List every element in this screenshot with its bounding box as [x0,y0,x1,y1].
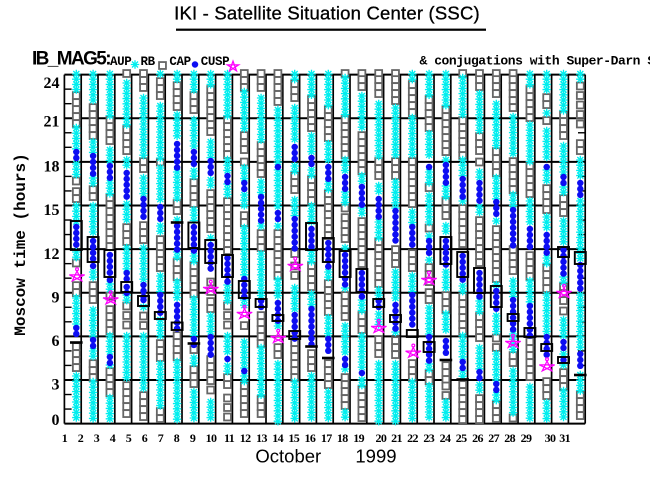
svg-text:9: 9 [190,431,196,445]
svg-text:1999: 1999 [355,446,396,467]
svg-text:28: 28 [504,431,515,445]
svg-text:6: 6 [142,431,148,445]
svg-text:3: 3 [52,377,60,394]
svg-text:29: 29 [521,431,532,445]
svg-text:October: October [255,446,321,467]
svg-text:7: 7 [158,431,164,445]
svg-text:31: 31 [559,431,570,445]
svg-text:5: 5 [126,431,132,445]
svg-text:21: 21 [391,431,402,445]
svg-text:22: 22 [407,431,418,445]
svg-text:14: 14 [272,431,283,445]
svg-text:18: 18 [337,431,348,445]
svg-text:3: 3 [94,431,100,445]
svg-text:26: 26 [472,431,483,445]
svg-text:12: 12 [240,431,251,445]
svg-text:AUP: AUP [110,55,131,69]
svg-text:12: 12 [44,246,60,263]
svg-text:Moscow time (hours): Moscow time (hours) [12,153,30,335]
svg-text:21: 21 [44,114,60,131]
svg-text:17: 17 [321,431,332,445]
svg-text:30: 30 [545,431,556,445]
svg-text:13: 13 [256,431,267,445]
svg-text:2: 2 [78,431,84,445]
svg-text:6: 6 [52,333,60,350]
svg-text:0: 0 [52,412,60,429]
svg-text:27: 27 [488,431,499,445]
svg-text:CAP: CAP [169,55,190,69]
svg-text:1: 1 [62,431,68,445]
svg-text:4: 4 [110,431,116,445]
svg-text:CUSP: CUSP [201,55,229,69]
svg-text:18: 18 [44,159,60,176]
svg-text:16: 16 [304,431,315,445]
svg-text:10: 10 [206,431,217,445]
svg-text:23: 23 [423,431,434,445]
svg-text:RB: RB [141,55,156,69]
svg-text:15: 15 [44,202,60,219]
svg-text:IKI - Satellite Situation Cent: IKI - Satellite Situation Center (SSC) [174,3,480,24]
svg-text:IB_MAG5:: IB_MAG5: [32,49,110,70]
svg-text:25: 25 [456,431,467,445]
svg-text:15: 15 [288,431,299,445]
svg-text:9: 9 [52,290,60,307]
svg-text:8: 8 [174,431,180,445]
svg-text:20: 20 [375,431,386,445]
svg-text:19: 19 [353,431,364,445]
svg-text:24: 24 [44,75,60,92]
svg-text:11: 11 [224,431,235,445]
svg-text:& conjugations with Super-Darn: & conjugations with Super-Darn St [420,54,650,69]
svg-text:24: 24 [440,431,451,445]
